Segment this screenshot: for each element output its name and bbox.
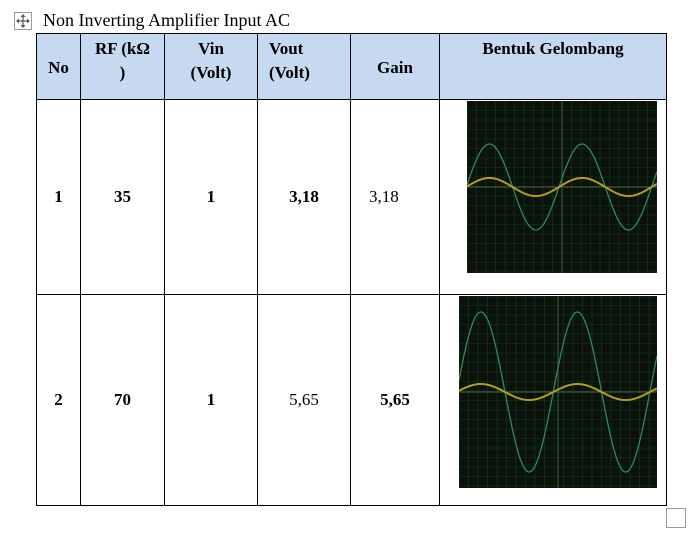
- oscilloscope-image-1: [467, 101, 657, 273]
- header-vout: Vout (Volt): [257, 33, 351, 100]
- header-rf: RF (kΩ): [80, 33, 165, 100]
- scope-input-trace: [467, 176, 657, 198]
- oscilloscope-image-2: [459, 296, 657, 488]
- header-gain: Gain: [350, 33, 440, 100]
- header-waveform: Bentuk Gelombang: [439, 33, 667, 100]
- table-header-row: No RF (kΩ) Vin (Volt) Vout (Volt) Gain Ben…: [36, 33, 667, 100]
- scope-input-trace: [459, 382, 657, 402]
- header-vin: Vin (Volt): [164, 33, 258, 100]
- cell-no: 2: [36, 294, 81, 506]
- scope-output-trace: [467, 143, 657, 231]
- scope-grid: [459, 296, 657, 488]
- cell-vout: 5,65: [257, 294, 351, 506]
- cell-vout: 3,18: [257, 99, 351, 295]
- cell-no: 1: [36, 99, 81, 295]
- table-resize-icon[interactable]: [666, 508, 686, 528]
- table-caption: Non Inverting Amplifier Input AC: [43, 10, 290, 30]
- cell-rf: 35: [80, 99, 165, 295]
- scope-grid: [467, 101, 657, 273]
- header-no: No: [36, 33, 81, 100]
- cell-gain: 3,18: [350, 99, 440, 295]
- cell-gain: 5,65: [350, 294, 440, 506]
- cell-vin: 1: [164, 99, 258, 295]
- cell-vin: 1: [164, 294, 258, 506]
- cell-rf: 70: [80, 294, 165, 506]
- table-move-icon[interactable]: [14, 12, 32, 30]
- scope-output-trace: [459, 311, 657, 473]
